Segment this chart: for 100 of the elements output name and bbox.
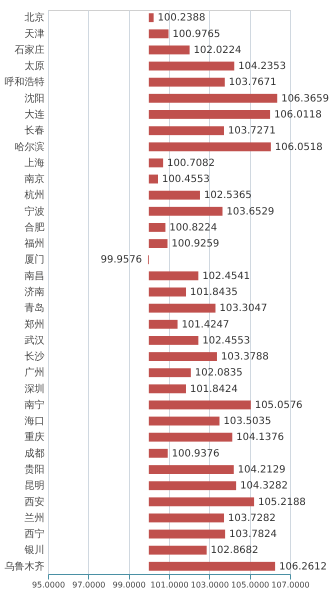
data-label: 101.4247 <box>182 319 230 330</box>
data-label: 102.5365 <box>204 190 252 202</box>
data-label: 104.2353 <box>238 61 286 72</box>
bar <box>148 304 216 313</box>
bar <box>148 13 154 22</box>
y-tick-label: 成都 <box>24 447 44 460</box>
bar <box>148 126 224 136</box>
y-tick-label: 昆明 <box>24 480 44 492</box>
bar <box>148 142 271 152</box>
data-label: 102.0224 <box>194 44 242 56</box>
y-tick-label: 哈尔滨 <box>14 140 44 153</box>
data-label: 100.9259 <box>172 238 220 250</box>
y-tick-label: 厦门 <box>24 254 44 266</box>
data-label: 100.9376 <box>172 448 220 460</box>
bar <box>148 239 168 248</box>
data-label: 100.2388 <box>158 12 206 24</box>
data-label: 99.9576 <box>100 254 142 266</box>
y-tick-label: 济南 <box>24 286 44 298</box>
y-tick-label: 武汉 <box>24 334 44 346</box>
data-label: 102.4553 <box>202 335 250 346</box>
y-tick-label: 乌鲁木齐 <box>4 560 44 572</box>
data-label: 106.3659 <box>281 93 329 104</box>
bar <box>148 158 164 168</box>
bar <box>148 352 217 361</box>
y-tick-label: 广州 <box>24 366 44 379</box>
bar <box>148 448 168 458</box>
data-label: 106.0118 <box>274 109 322 120</box>
data-label: 102.0835 <box>194 368 243 379</box>
y-tick-label: 青岛 <box>24 302 44 314</box>
bar <box>148 497 254 506</box>
bar <box>148 481 236 490</box>
x-tick-label: 95.0000 <box>32 580 66 590</box>
data-label: 101.8424 <box>190 384 238 395</box>
y-tick-label: 海口 <box>24 415 44 428</box>
bar <box>148 190 200 200</box>
data-label: 103.5035 <box>223 416 272 428</box>
bar <box>148 384 186 394</box>
bar <box>148 336 198 345</box>
x-tick-label: 99.0000 <box>112 580 146 590</box>
y-tick-label: 长沙 <box>24 350 44 363</box>
data-label: 100.4553 <box>162 174 210 186</box>
x-tick-label: 105.0000 <box>231 580 270 590</box>
data-label: 101.8435 <box>190 287 238 298</box>
y-tick-label: 重庆 <box>24 431 44 444</box>
data-label: 103.7271 <box>228 126 276 137</box>
data-label: 103.7282 <box>228 512 276 524</box>
data-label: 102.8682 <box>210 545 258 556</box>
y-tick-label: 北京 <box>24 12 44 24</box>
bar <box>148 513 224 522</box>
y-tick-label: 沈阳 <box>24 92 44 104</box>
bar <box>148 416 220 426</box>
data-label: 106.2612 <box>279 561 327 572</box>
bar <box>148 174 158 184</box>
y-tick-label: 合肥 <box>24 221 44 234</box>
bar <box>148 432 232 442</box>
data-label: 104.1376 <box>236 432 284 444</box>
y-tick-label: 深圳 <box>24 382 44 395</box>
bar <box>148 78 225 87</box>
x-tick-label: 101.0000 <box>150 580 189 590</box>
x-tick-label: 107.0000 <box>271 580 310 590</box>
data-label: 104.3282 <box>240 480 288 492</box>
y-tick-label: 宁波 <box>24 205 44 218</box>
bar <box>148 320 178 329</box>
data-label: 100.7082 <box>167 158 215 169</box>
y-tick-label: 贵阳 <box>24 464 44 476</box>
data-label: 102.4541 <box>202 270 250 282</box>
bar <box>148 530 226 538</box>
y-tick-label: 大连 <box>24 108 44 120</box>
y-tick-label: 银川 <box>24 544 44 556</box>
data-label: 103.7824 <box>229 529 277 540</box>
bar <box>148 271 198 280</box>
y-tick-label: 西安 <box>24 496 44 508</box>
x-tick-label: 97.0000 <box>72 580 106 590</box>
bar <box>148 62 234 71</box>
bar <box>148 546 207 555</box>
bar <box>148 46 190 54</box>
data-label: 106.0518 <box>274 142 323 153</box>
bar <box>148 562 276 571</box>
data-label: 100.9765 <box>172 28 220 40</box>
bar <box>148 206 222 216</box>
bar <box>148 223 166 232</box>
y-tick-label: 南京 <box>24 173 44 186</box>
bar <box>148 288 186 296</box>
y-tick-label: 太原 <box>24 60 44 72</box>
bar <box>148 94 278 103</box>
y-tick-label: 福州 <box>24 238 44 250</box>
y-tick-label: 西宁 <box>24 528 44 540</box>
y-tick-label: 上海 <box>24 156 44 169</box>
data-label: 105.0576 <box>254 400 303 411</box>
bar <box>148 110 270 119</box>
data-label: 103.3047 <box>219 303 268 314</box>
data-label: 103.6529 <box>226 206 274 218</box>
data-label: 103.3788 <box>220 352 269 363</box>
y-tick-label: 南宁 <box>24 398 44 411</box>
y-tick-label: 南昌 <box>24 270 44 282</box>
y-tick-label: 郑州 <box>24 318 44 330</box>
bar <box>148 29 169 38</box>
y-tick-label: 兰州 <box>24 512 44 524</box>
y-tick-label: 长春 <box>24 124 44 137</box>
data-label: 103.7671 <box>228 77 277 88</box>
